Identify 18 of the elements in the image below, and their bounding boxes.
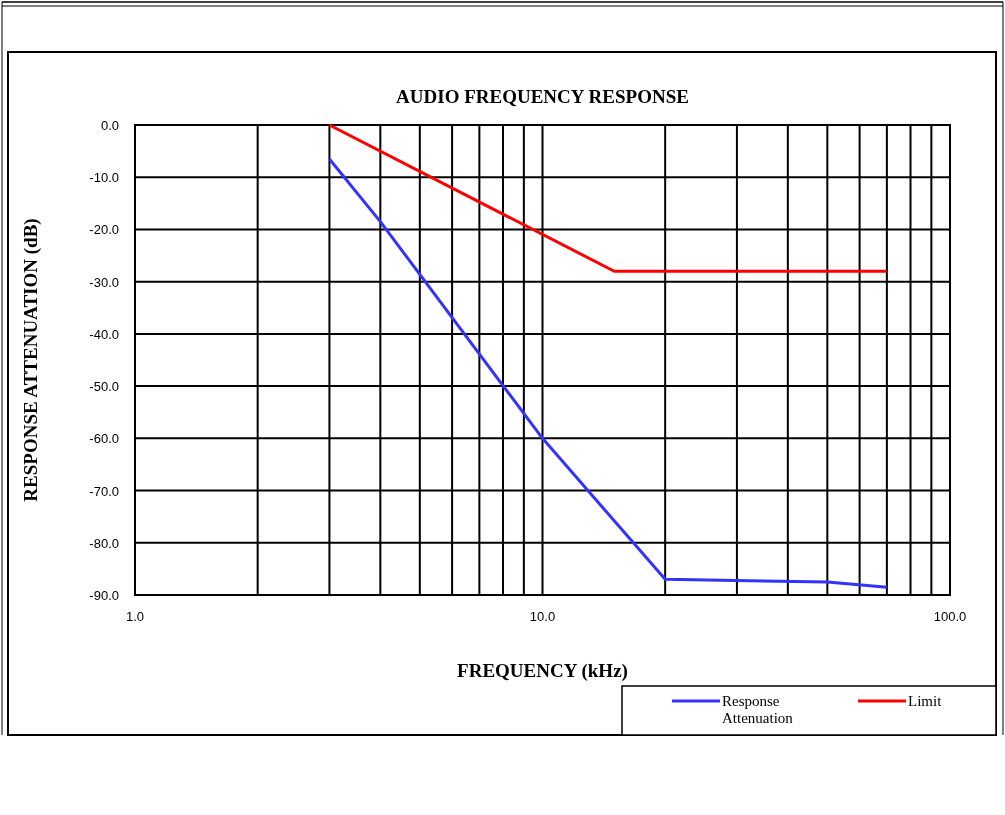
x-tick-label: 100.0 <box>933 609 967 624</box>
x-tick-label: 1.0 <box>125 609 145 624</box>
legend-label: Limit <box>908 693 943 709</box>
y-tick-label: -20.0 <box>89 222 119 238</box>
legend-label: Response Attenuation <box>722 693 794 726</box>
y-tick-label: -60.0 <box>89 431 119 447</box>
y-tick-label: -30.0 <box>89 274 119 290</box>
y-tick-label: -40.0 <box>89 326 119 342</box>
x-axis-title: FREQUENCY (kHz) <box>457 660 628 682</box>
y-axis-title: RESPONSE ATTENUATION (dB) <box>20 218 42 502</box>
y-tick-label: 0.0 <box>100 118 119 133</box>
x-tick-label: 10.0 <box>529 609 556 624</box>
y-tick-label: -70.0 <box>89 483 119 499</box>
y-tick-label: -90.0 <box>89 588 119 603</box>
y-tick-label: -10.0 <box>89 170 119 186</box>
chart-title: AUDIO FREQUENCY RESPONSE <box>396 86 689 107</box>
y-tick-label: -50.0 <box>89 379 119 395</box>
y-tick-label: -80.0 <box>89 535 119 551</box>
